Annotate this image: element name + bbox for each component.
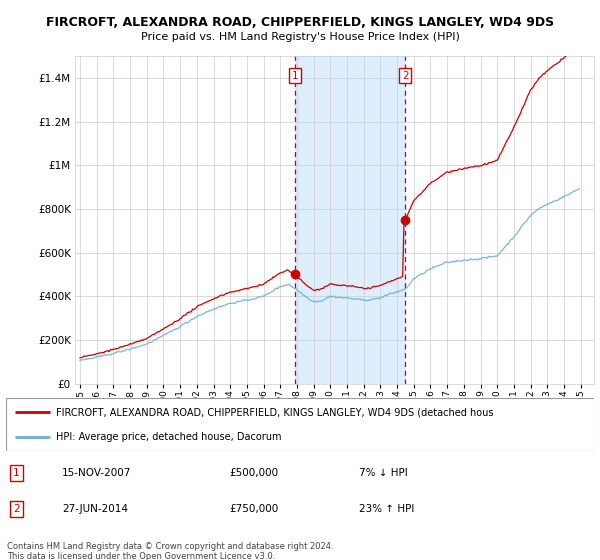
Text: FIRCROFT, ALEXANDRA ROAD, CHIPPERFIELD, KINGS LANGLEY, WD4 9DS: FIRCROFT, ALEXANDRA ROAD, CHIPPERFIELD, … (46, 16, 554, 29)
Text: FIRCROFT, ALEXANDRA ROAD, CHIPPERFIELD, KINGS LANGLEY, WD4 9DS (detached hous: FIRCROFT, ALEXANDRA ROAD, CHIPPERFIELD, … (56, 408, 493, 418)
Text: 23% ↑ HPI: 23% ↑ HPI (359, 504, 414, 514)
Text: £750,000: £750,000 (229, 504, 278, 514)
Text: 2: 2 (402, 71, 409, 81)
Text: 7% ↓ HPI: 7% ↓ HPI (359, 468, 407, 478)
Text: Price paid vs. HM Land Registry's House Price Index (HPI): Price paid vs. HM Land Registry's House … (140, 32, 460, 43)
Text: 1: 1 (292, 71, 298, 81)
Text: Contains HM Land Registry data © Crown copyright and database right 2024.
This d: Contains HM Land Registry data © Crown c… (7, 542, 334, 560)
Text: 1: 1 (13, 468, 20, 478)
Text: £500,000: £500,000 (229, 468, 278, 478)
Text: 15-NOV-2007: 15-NOV-2007 (62, 468, 131, 478)
Text: 2: 2 (13, 504, 20, 514)
Text: HPI: Average price, detached house, Dacorum: HPI: Average price, detached house, Daco… (56, 432, 281, 442)
Text: 27-JUN-2014: 27-JUN-2014 (62, 504, 128, 514)
Bar (295, 56, 405, 384)
